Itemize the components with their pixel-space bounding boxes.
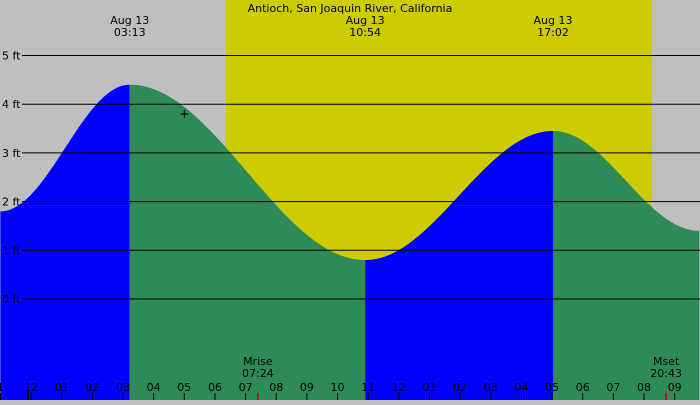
y-tick-label: 0 ft <box>2 293 21 306</box>
x-tick-label: 09 <box>300 381 314 394</box>
tide-areas <box>0 84 700 400</box>
x-tick-label: 03 <box>484 381 498 394</box>
moon-event-label: Mset <box>653 355 680 368</box>
moon-event-time: 07:24 <box>242 367 274 380</box>
moon-event-time: 20:43 <box>650 367 682 380</box>
y-tick-label: 3 ft <box>2 147 21 160</box>
x-tick-label: 03 <box>116 381 130 394</box>
x-tick-label: 12 <box>24 381 38 394</box>
x-tick-label: 11 <box>361 381 375 394</box>
x-tick-label: 09 <box>668 381 682 394</box>
y-axis-labels: 0 ft 1 ft 2 ft 3 ft 4 ft 5 ft <box>2 50 21 307</box>
x-tick-label: 05 <box>177 381 191 394</box>
extremum-date: Aug 13 <box>110 14 149 27</box>
falling-tide-area-2 <box>553 131 700 400</box>
extremum-time: 10:54 <box>349 26 381 39</box>
y-tick-label: 2 ft <box>2 196 21 209</box>
y-tick-label: 1 ft <box>2 244 21 257</box>
extremum-time: 17:02 <box>537 26 569 39</box>
x-tick-label: 01 <box>423 381 437 394</box>
x-tick-label: 12 <box>392 381 406 394</box>
moon-event-label: Mrise <box>243 355 273 368</box>
current-position-marker <box>180 109 189 118</box>
grid-lines <box>22 55 700 300</box>
x-tick-label: 10 <box>331 381 345 394</box>
x-tick-label: 1 <box>0 381 4 394</box>
rising-tide-area-2 <box>365 131 553 400</box>
x-tick-label: 02 <box>85 381 99 394</box>
y-tick-label: 4 ft <box>2 98 21 111</box>
x-tick-label: 07 <box>239 381 253 394</box>
x-tick-label: 01 <box>55 381 69 394</box>
x-axis: 1 12 01 02 03 04 05 06 07 08 09 10 11 12 01 02 03 04 05 06 0… <box>0 381 682 400</box>
extremum-date: Aug 13 <box>534 14 573 27</box>
chart-title: Antioch, San Joaquin River, California <box>248 2 453 15</box>
x-tick-label: 04 <box>514 381 528 394</box>
x-tick-label: 02 <box>453 381 467 394</box>
extremum-time: 03:13 <box>114 26 146 39</box>
x-tick-label: 07 <box>606 381 620 394</box>
x-tick-label: 06 <box>576 381 590 394</box>
x-tick-label: 08 <box>637 381 651 394</box>
x-tick-label: 06 <box>208 381 222 394</box>
x-tick-label: 05 <box>545 381 559 394</box>
rising-tide-area-1 <box>0 84 130 400</box>
x-tick-label: 04 <box>147 381 161 394</box>
falling-tide-area-1 <box>129 84 366 400</box>
x-tick-label: 08 <box>269 381 283 394</box>
extremum-date: Aug 13 <box>346 14 385 27</box>
y-tick-label: 5 ft <box>2 50 21 63</box>
